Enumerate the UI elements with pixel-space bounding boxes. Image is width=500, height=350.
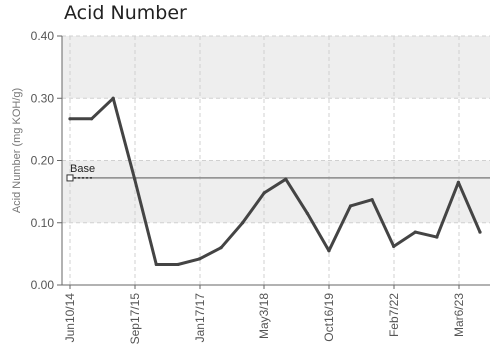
- data-point: [348, 204, 353, 208]
- data-point: [111, 96, 115, 100]
- data-point: [327, 249, 331, 253]
- data-point: [219, 246, 223, 250]
- series-line: [68, 96, 482, 266]
- y-tick-label: 0.20: [31, 154, 55, 168]
- x-tick-label: Feb7/22: [387, 293, 401, 337]
- y-tick-label: 0.30: [31, 91, 55, 105]
- base-label: Base: [70, 163, 95, 175]
- y-tick-label: 0.00: [31, 278, 55, 292]
- y-axis-title: Acid Number (mg KOH/g): [11, 88, 23, 213]
- data-point: [176, 262, 180, 267]
- data-point: [133, 177, 137, 181]
- data-point: [392, 244, 396, 249]
- x-tick-label: Mar6/23: [452, 293, 466, 337]
- data-point: [435, 235, 439, 239]
- x-tick-label: Jan17/17: [193, 293, 207, 343]
- data-point: [68, 117, 72, 121]
- data-point: [197, 257, 202, 261]
- data-point: [284, 177, 288, 181]
- data-point: [478, 230, 482, 234]
- x-tick-label: Oct16/19: [322, 293, 336, 342]
- data-point: [456, 180, 461, 184]
- data-point: [413, 230, 417, 234]
- data-point: [89, 117, 94, 121]
- plot-band: [62, 36, 490, 99]
- data-point: [154, 262, 158, 267]
- y-tick-label: 0.40: [31, 29, 55, 43]
- x-tick-label: May3/18: [257, 293, 271, 339]
- data-point: [241, 221, 245, 225]
- chart-title: Acid Number: [64, 2, 187, 24]
- base-marker: [66, 174, 74, 182]
- x-tick-label: Jun10/14: [63, 293, 77, 343]
- data-point: [305, 211, 309, 216]
- data-point: [370, 198, 374, 202]
- x-tick-label: Sep17/15: [128, 293, 142, 345]
- plot-band: [62, 160, 490, 223]
- data-point: [262, 191, 266, 195]
- y-tick-label: 0.10: [31, 216, 55, 230]
